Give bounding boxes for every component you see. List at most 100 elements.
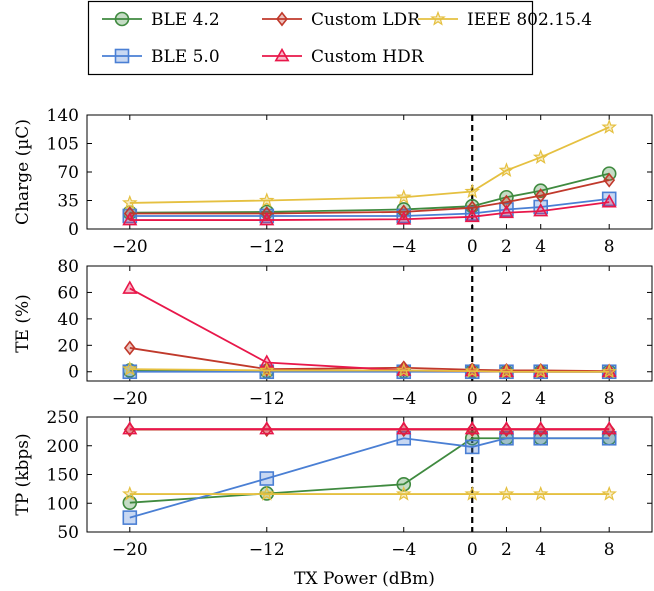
chart-panel-3: 50 100 150 200 250 −20 −12 −4 0 2 4 8 TP (kbps) TX Po…	[13, 408, 653, 589]
plot-frame	[86, 265, 653, 382]
data-point	[533, 420, 549, 435]
data-point	[498, 485, 515, 501]
x-tick-label: −12	[249, 389, 285, 409]
x-tick-label: 8	[604, 237, 615, 257]
series-ieee-802-15-4	[121, 485, 618, 501]
y-tick-label: 200	[47, 437, 79, 457]
diamond-marker-icon	[276, 11, 288, 27]
data-point	[601, 363, 618, 379]
series-line	[129, 437, 610, 519]
y-tick-label: 70	[57, 163, 79, 183]
data-point	[498, 420, 515, 435]
y-tick-label: 60	[57, 283, 79, 303]
series-ieee-802-15-4	[121, 118, 618, 210]
data-point	[533, 430, 549, 446]
legend-item-ble-4-2: BLE 4.2	[102, 10, 220, 30]
data-point	[601, 420, 617, 435]
y-tick-label: 105	[47, 135, 79, 155]
x-tick-label: 8	[604, 389, 615, 409]
data-point	[396, 420, 412, 435]
y-axis-label: TE (%)	[13, 294, 33, 353]
data-point	[532, 363, 549, 379]
data-point	[534, 188, 547, 204]
series-custom-hdr	[122, 280, 617, 378]
data-point	[498, 363, 515, 379]
circle-marker-icon	[114, 11, 130, 27]
data-point	[123, 340, 136, 356]
x-axis-label: TX Power (dBm)	[294, 569, 435, 589]
y-tick-label: 0	[68, 363, 79, 383]
x-tick-label: 2	[501, 237, 512, 257]
data-point	[258, 192, 275, 208]
legend-item-ieee-802-15-4: IEEE 802.15.4	[418, 10, 592, 30]
data-point	[396, 211, 412, 225]
x-tick-label: −12	[249, 237, 285, 257]
data-point	[603, 172, 616, 188]
y-tick-label: 100	[47, 494, 79, 514]
data-point	[533, 202, 549, 217]
x-tick-label: −4	[391, 389, 416, 409]
x-tick-label: −20	[112, 540, 148, 560]
y-tick-label: 80	[57, 257, 79, 277]
data-point	[259, 420, 275, 435]
data-point	[601, 430, 617, 446]
data-point	[258, 485, 275, 501]
series-line	[129, 347, 610, 372]
data-point	[396, 476, 412, 492]
x-tick-label: −20	[112, 389, 148, 409]
legend-label: BLE 4.2	[151, 10, 220, 30]
x-tick-label: 8	[604, 540, 615, 560]
x-tick-label: 4	[535, 389, 546, 409]
data-point	[601, 485, 618, 501]
data-point	[121, 485, 138, 501]
x-tick-label: −4	[391, 540, 416, 560]
data-point	[122, 280, 138, 294]
x-tick-label: 0	[467, 389, 478, 409]
plot-frame	[86, 416, 653, 533]
y-tick-label: 140	[47, 106, 79, 126]
data-point	[464, 420, 480, 435]
square-marker-icon	[114, 48, 130, 64]
y-tick-label: 50	[57, 523, 79, 543]
legend-label: BLE 5.0	[151, 47, 220, 67]
data-point	[121, 360, 138, 376]
series-line	[129, 368, 610, 373]
y-tick-label: 250	[47, 408, 79, 428]
y-tick-label: 20	[57, 336, 79, 356]
series-line	[129, 126, 610, 204]
x-tick-label: −4	[391, 237, 416, 257]
data-point	[498, 162, 515, 178]
data-point	[464, 208, 480, 223]
data-point	[532, 485, 549, 501]
data-point	[395, 189, 412, 204]
y-axis-label: Charge (µC)	[13, 119, 33, 225]
x-tick-label: 0	[467, 540, 478, 560]
y-tick-label: 35	[57, 192, 79, 212]
series-ieee-802-15-4	[121, 360, 618, 379]
y-axis-label: TP (kbps)	[13, 433, 33, 515]
y-tick-label: 0	[68, 220, 79, 240]
chart-panel-2: 0 20 40 60 80 −20 −12 −4 0 2 4 8 TE (%)	[13, 257, 653, 409]
chart-panel-1: 0 35 70 105 140 −20 −12 −4 0 2 4 8 Charge (µC)	[13, 106, 653, 257]
legend-item-ble-5-0: BLE 5.0	[102, 47, 220, 67]
x-tick-label: 4	[535, 237, 546, 257]
data-point	[464, 439, 480, 455]
data-point	[122, 510, 138, 525]
data-point	[464, 430, 480, 446]
data-point	[395, 362, 412, 378]
y-tick-label: 150	[47, 466, 79, 486]
data-point	[122, 211, 138, 226]
x-tick-label: −12	[249, 540, 285, 560]
data-point	[395, 485, 412, 501]
data-point	[532, 149, 549, 164]
series-ble-5-0	[122, 430, 617, 525]
data-point	[601, 193, 617, 208]
triangle-marker-icon	[274, 47, 290, 62]
legend-label: Custom LDR	[311, 10, 421, 30]
legend-label: Custom HDR	[311, 47, 425, 67]
data-point	[500, 194, 513, 210]
data-point	[259, 471, 275, 486]
data-point	[464, 362, 481, 378]
